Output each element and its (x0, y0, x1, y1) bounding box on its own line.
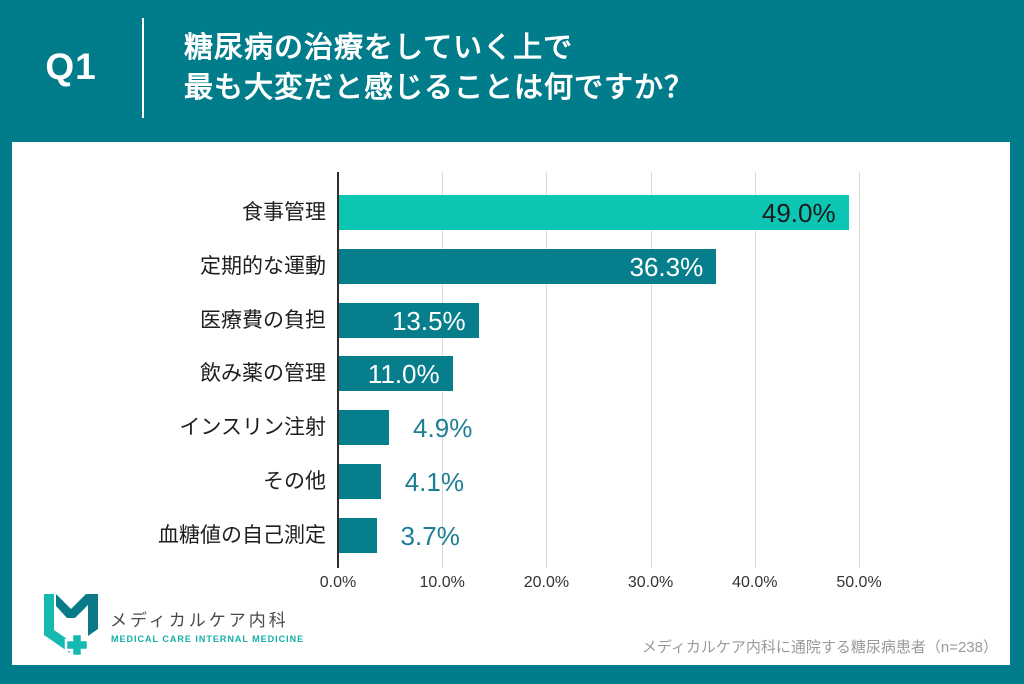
question-number: Q1 (45, 46, 97, 87)
bar (338, 410, 390, 445)
gridline (754, 172, 756, 568)
header-divider (142, 18, 144, 118)
category-label: その他 (263, 469, 326, 493)
clinic-name-english: MEDICAL CARE INTERNAL MEDICINE (111, 634, 305, 644)
clinic-name: メディカルケア内科 (110, 611, 289, 630)
bar (338, 302, 479, 338)
category-label: 食事管理 (242, 201, 326, 224)
bar (338, 248, 717, 284)
gridline (546, 172, 548, 568)
value-label: 13.5% (391, 305, 466, 336)
category-label: インスリン注射 (179, 416, 326, 439)
x-tick-label: 50.0% (836, 574, 882, 591)
x-tick-label: 10.0% (419, 574, 465, 591)
clinic-logo-icon (44, 594, 98, 658)
gridline (859, 172, 860, 568)
clinic-logo: メディカルケア内科 MEDICAL CARE INTERNAL MEDICINE (38, 590, 303, 660)
value-label: 4.9% (413, 413, 473, 443)
bar-chart: 0.0% 10.0% 20.0% 30.0% 40.0% 50.0% 食事管理 49.0% 定期… (158, 172, 882, 591)
bar (338, 517, 377, 553)
bar (338, 463, 381, 499)
category-label: 飲み薬の管理 (200, 362, 326, 386)
gridline (650, 172, 652, 568)
bar (338, 356, 453, 392)
value-label: 3.7% (400, 520, 460, 551)
question-title-line1: 糖尿病の治療をしていく上で (184, 32, 574, 64)
question-title-line2: 最も大変だと感じることは何ですか？ (184, 72, 695, 104)
value-label: 11.0% (367, 359, 440, 390)
y-axis-line (337, 172, 339, 568)
chart-card: 0.0% 10.0% 20.0% 30.0% 40.0% 50.0% 食事管理 49.0% 定期… (12, 142, 1010, 665)
value-label: 49.0% (761, 198, 836, 228)
value-label: 36.3% (629, 251, 704, 282)
category-label: 定期的な運動 (200, 254, 326, 278)
x-tick-label: 20.0% (523, 574, 570, 591)
category-label: 医療費の負担 (200, 308, 326, 332)
x-tick-label: 30.0% (627, 574, 674, 591)
question-title: 糖尿病の治療をしていく上で 最も大変だと感じることは何ですか？ (184, 28, 694, 108)
question-header: Q1 糖尿病の治療をしていく上で 最も大変だと感じることは何ですか？ (0, 0, 1024, 142)
value-label: 4.1% (404, 466, 464, 497)
x-tick-label: 40.0% (732, 574, 778, 591)
x-tick-label: 0.0% (319, 574, 357, 591)
category-label: 血糖値の自己測定 (158, 523, 326, 547)
x-axis-labels: 0.0% 10.0% 20.0% 30.0% 40.0% 50.0% (320, 574, 882, 596)
bar (338, 195, 849, 230)
source-note: メディカルケア内科に通院する糖尿病患者（n=238） (641, 639, 998, 656)
